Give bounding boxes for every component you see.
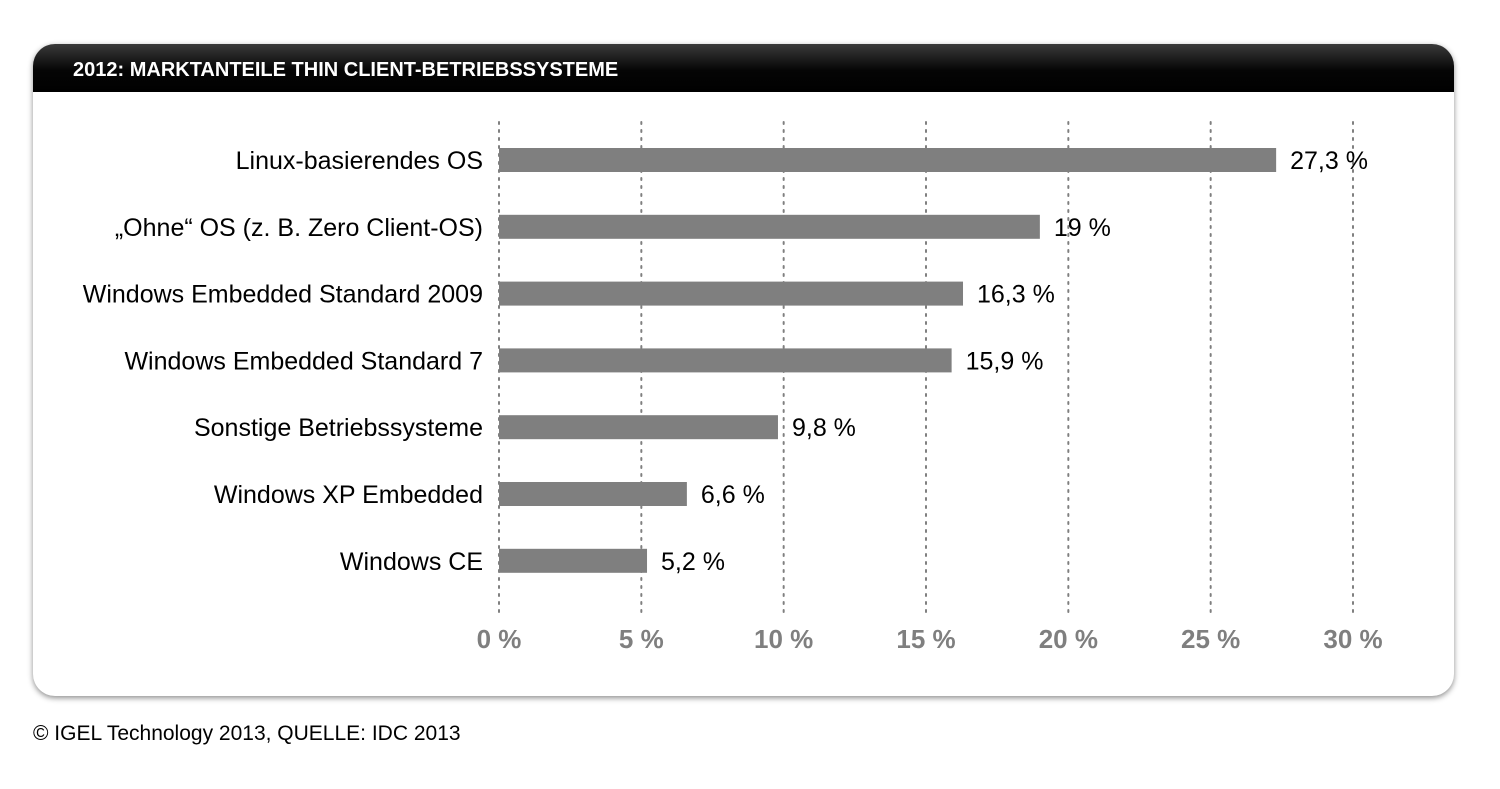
bar-0 [499, 148, 1277, 172]
source-note: © IGEL Technology 2013, QUELLE: IDC 2013 [33, 722, 461, 745]
x-tick-label-0: 0 % [477, 624, 522, 654]
x-tick-label-4: 20 % [1039, 624, 1098, 654]
category-label-4: Sonstige Betriebssysteme [194, 414, 483, 442]
x-tick-label-3: 15 % [896, 624, 955, 654]
chart-title: 2012: MARKTANTEILE THIN CLIENT-BETRIEBSS… [73, 59, 619, 81]
value-label-6: 5,2 % [661, 548, 725, 576]
bar-4 [499, 415, 778, 440]
category-label-0: Linux-basierendes OS [236, 147, 483, 175]
value-label-2: 16,3 % [977, 281, 1055, 309]
x-tick-label-2: 10 % [754, 624, 813, 654]
x-tick-label-1: 5 % [619, 624, 664, 654]
category-label-3: Windows Embedded Standard 7 [124, 347, 483, 375]
category-label-2: Windows Embedded Standard 2009 [83, 281, 483, 309]
chart-header-bar: 2012: MARKTANTEILE THIN CLIENT-BETRIEBSS… [33, 44, 1454, 92]
value-label-0: 27,3 % [1290, 147, 1368, 175]
value-label-3: 15,9 % [966, 347, 1044, 375]
value-label-1: 19 % [1054, 214, 1111, 242]
category-label-5: Windows XP Embedded [214, 481, 483, 509]
bar-3 [499, 348, 952, 373]
chart-card: 2012: MARKTANTEILE THIN CLIENT-BETRIEBSS… [33, 44, 1454, 696]
bar-chart: 0 % 5 % 10 % 15 % 20 % 25 % 30 % Linux-basieren… [83, 121, 1383, 654]
x-tick-label-5: 25 % [1181, 624, 1240, 654]
value-label-4: 9,8 % [792, 414, 856, 442]
bar-6 [499, 548, 648, 573]
x-tick-label-6: 30 % [1323, 624, 1382, 654]
category-label-6: Windows CE [340, 548, 483, 576]
bar-5 [499, 482, 687, 506]
value-label-5: 6,6 % [701, 481, 765, 509]
category-label-1: „Ohne“ OS (z. B. Zero Client-OS) [115, 214, 483, 242]
bar-2 [499, 281, 964, 306]
bar-1 [499, 214, 1040, 239]
